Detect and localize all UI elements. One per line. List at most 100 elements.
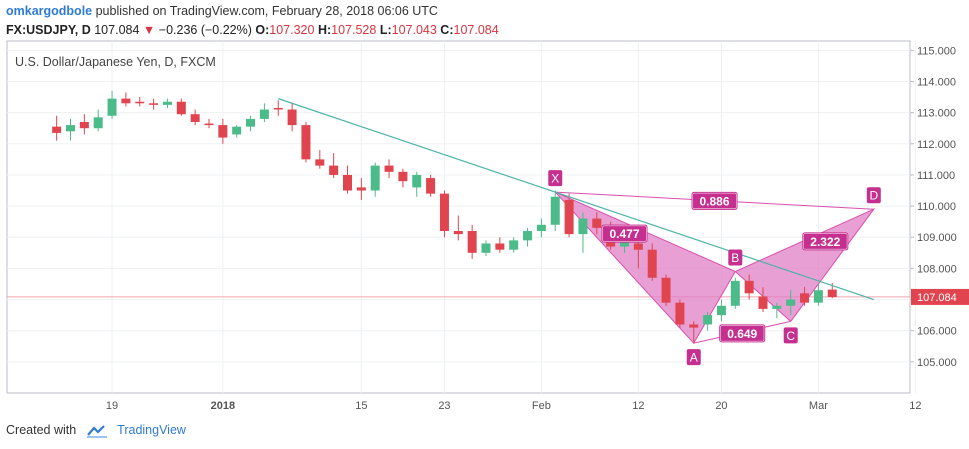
y-tick-label: 114.000	[917, 76, 956, 88]
candle-up[interactable]	[716, 305, 726, 316]
down-arrow-icon: ▼	[142, 23, 156, 37]
open-value: 107.320	[269, 23, 315, 37]
candle-up[interactable]	[107, 98, 117, 116]
candle-up[interactable]	[703, 315, 713, 325]
footer: Created with TradingView	[6, 423, 186, 438]
candle-up[interactable]	[523, 231, 533, 241]
candle-up[interactable]	[93, 117, 103, 129]
candle-down[interactable]	[398, 171, 408, 182]
candle-down[interactable]	[287, 109, 297, 126]
last-price: 107.084	[94, 23, 140, 37]
candle-up[interactable]	[786, 299, 796, 306]
candle-down[interactable]	[343, 174, 352, 191]
last-price-tag	[911, 288, 969, 305]
publish-header: omkargodbole published on TradingView.co…	[6, 3, 438, 20]
candle-down[interactable]	[827, 289, 837, 298]
y-tick-label: 108.000	[917, 263, 957, 275]
candle-down[interactable]	[647, 249, 657, 278]
candle-down[interactable]	[758, 296, 768, 309]
candle-up[interactable]	[813, 290, 823, 303]
candle-down[interactable]	[800, 293, 810, 303]
tradingview-link[interactable]: TradingView	[117, 423, 186, 437]
low-value: 107.043	[391, 23, 437, 37]
author-link[interactable]: omkargodbole	[6, 4, 93, 18]
point-label-box	[728, 249, 743, 266]
point-label-box	[548, 170, 563, 187]
candle-down[interactable]	[495, 243, 505, 250]
candle-down[interactable]	[204, 123, 214, 126]
candle-down[interactable]	[218, 125, 228, 138]
trendline[interactable]	[278, 98, 874, 301]
ratio-label-0-649: 0.649	[727, 327, 757, 341]
x-tick-label: 15	[355, 400, 367, 412]
candle-up[interactable]	[259, 109, 269, 119]
candle-down[interactable]	[273, 107, 283, 110]
x-tick-label: 2018	[211, 400, 235, 412]
x-tick-label: Mar	[809, 400, 828, 412]
y-tick-label: 105.000	[917, 357, 957, 369]
candle-up[interactable]	[481, 243, 491, 253]
candle-up[interactable]	[730, 280, 740, 306]
x-tick-label: 19	[106, 400, 118, 412]
candle-down[interactable]	[176, 101, 186, 115]
low-label: L:	[379, 23, 392, 37]
symbol-label: FX:USDJPY, D	[6, 23, 91, 37]
candle-up[interactable]	[232, 126, 242, 135]
candle-up[interactable]	[162, 101, 172, 105]
ratio-label-fill	[720, 325, 764, 341]
candle-down[interactable]	[453, 231, 463, 235]
candle-down[interactable]	[689, 324, 699, 328]
candle-down[interactable]	[79, 121, 89, 129]
candle-down[interactable]	[744, 280, 754, 294]
candle-down[interactable]	[564, 199, 574, 235]
candle-up[interactable]	[578, 218, 588, 235]
point-label-b: B	[731, 251, 739, 265]
candle-down[interactable]	[121, 98, 131, 104]
y-tick-label: 110.000	[917, 201, 956, 213]
high-label: H:	[317, 23, 332, 37]
last-price-tag-label: 107.084	[917, 292, 957, 304]
candle-down[interactable]	[301, 125, 311, 160]
point-label-x: X	[551, 172, 559, 186]
candle-down[interactable]	[675, 302, 685, 325]
point-label-d: D	[869, 189, 878, 203]
candle-down[interactable]	[190, 114, 200, 122]
candle-down[interactable]	[329, 165, 339, 175]
open-label: O:	[255, 23, 270, 37]
close-label: C:	[440, 23, 454, 37]
candle-up[interactable]	[246, 118, 256, 127]
ratio-label-0-477: 0.477	[609, 227, 639, 241]
candle-up[interactable]	[412, 174, 422, 188]
candle-down[interactable]	[149, 103, 159, 105]
candle-up[interactable]	[772, 305, 782, 309]
candle-down[interactable]	[633, 243, 643, 250]
candle-down[interactable]	[315, 159, 325, 166]
candle-up[interactable]	[620, 240, 629, 247]
x-tick-label: 23	[438, 400, 450, 412]
candle-up[interactable]	[509, 240, 519, 250]
x-tick-label: 12	[909, 400, 921, 412]
tradingview-logo-icon	[86, 424, 107, 438]
candle-up[interactable]	[66, 125, 75, 132]
candle-down[interactable]	[135, 101, 145, 104]
point-label-box	[866, 187, 881, 204]
candle-down[interactable]	[356, 187, 366, 191]
candle-down[interactable]	[467, 231, 477, 253]
ohlc-bar: FX:USDJPY, D 107.084 ▼ −0.236 (−0.22%) O…	[6, 22, 499, 38]
ratio-label-fill	[803, 233, 847, 249]
candle-down[interactable]	[439, 193, 449, 232]
candle-up[interactable]	[370, 165, 380, 191]
point-label-c: C	[786, 329, 795, 343]
candle-down[interactable]	[426, 178, 436, 194]
x-tick-label: 20	[715, 400, 727, 412]
candle-up[interactable]	[550, 196, 560, 225]
ratio-label-fill	[693, 193, 737, 209]
candle-down[interactable]	[52, 126, 62, 133]
candle-up[interactable]	[536, 224, 546, 232]
point-label-a: A	[690, 351, 698, 365]
candle-down[interactable]	[384, 165, 394, 172]
point-label-box	[783, 327, 798, 344]
candle-down[interactable]	[592, 218, 602, 228]
candle-down[interactable]	[661, 277, 671, 303]
